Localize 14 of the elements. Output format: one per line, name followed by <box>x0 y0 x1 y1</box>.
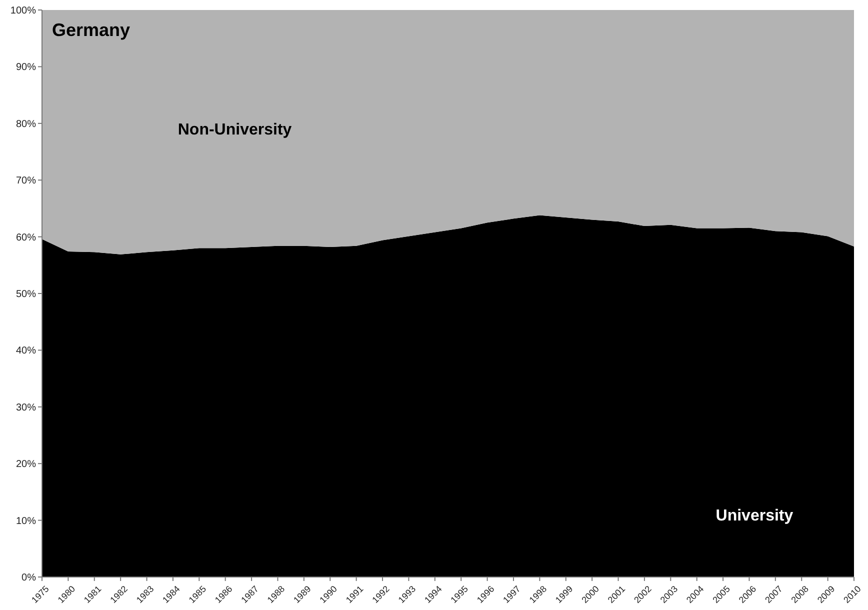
series-label: University <box>716 507 794 524</box>
text: Germany <box>52 20 130 40</box>
y-tick-label: 60% <box>16 232 36 244</box>
y-tick-label: 30% <box>16 402 36 414</box>
y-tick-label: 80% <box>16 118 36 130</box>
y-tick-label: 0% <box>22 572 36 584</box>
y-tick-label: 10% <box>16 516 36 527</box>
y-tick-label: 50% <box>16 289 36 300</box>
series-label: Non-University <box>178 122 292 139</box>
y-tick-label: 40% <box>16 346 36 357</box>
y-tick-label: 90% <box>16 62 36 74</box>
y-tick-label: 20% <box>16 459 36 470</box>
y-tick-label: 100% <box>10 6 36 16</box>
y-tick-label: 70% <box>16 176 36 187</box>
